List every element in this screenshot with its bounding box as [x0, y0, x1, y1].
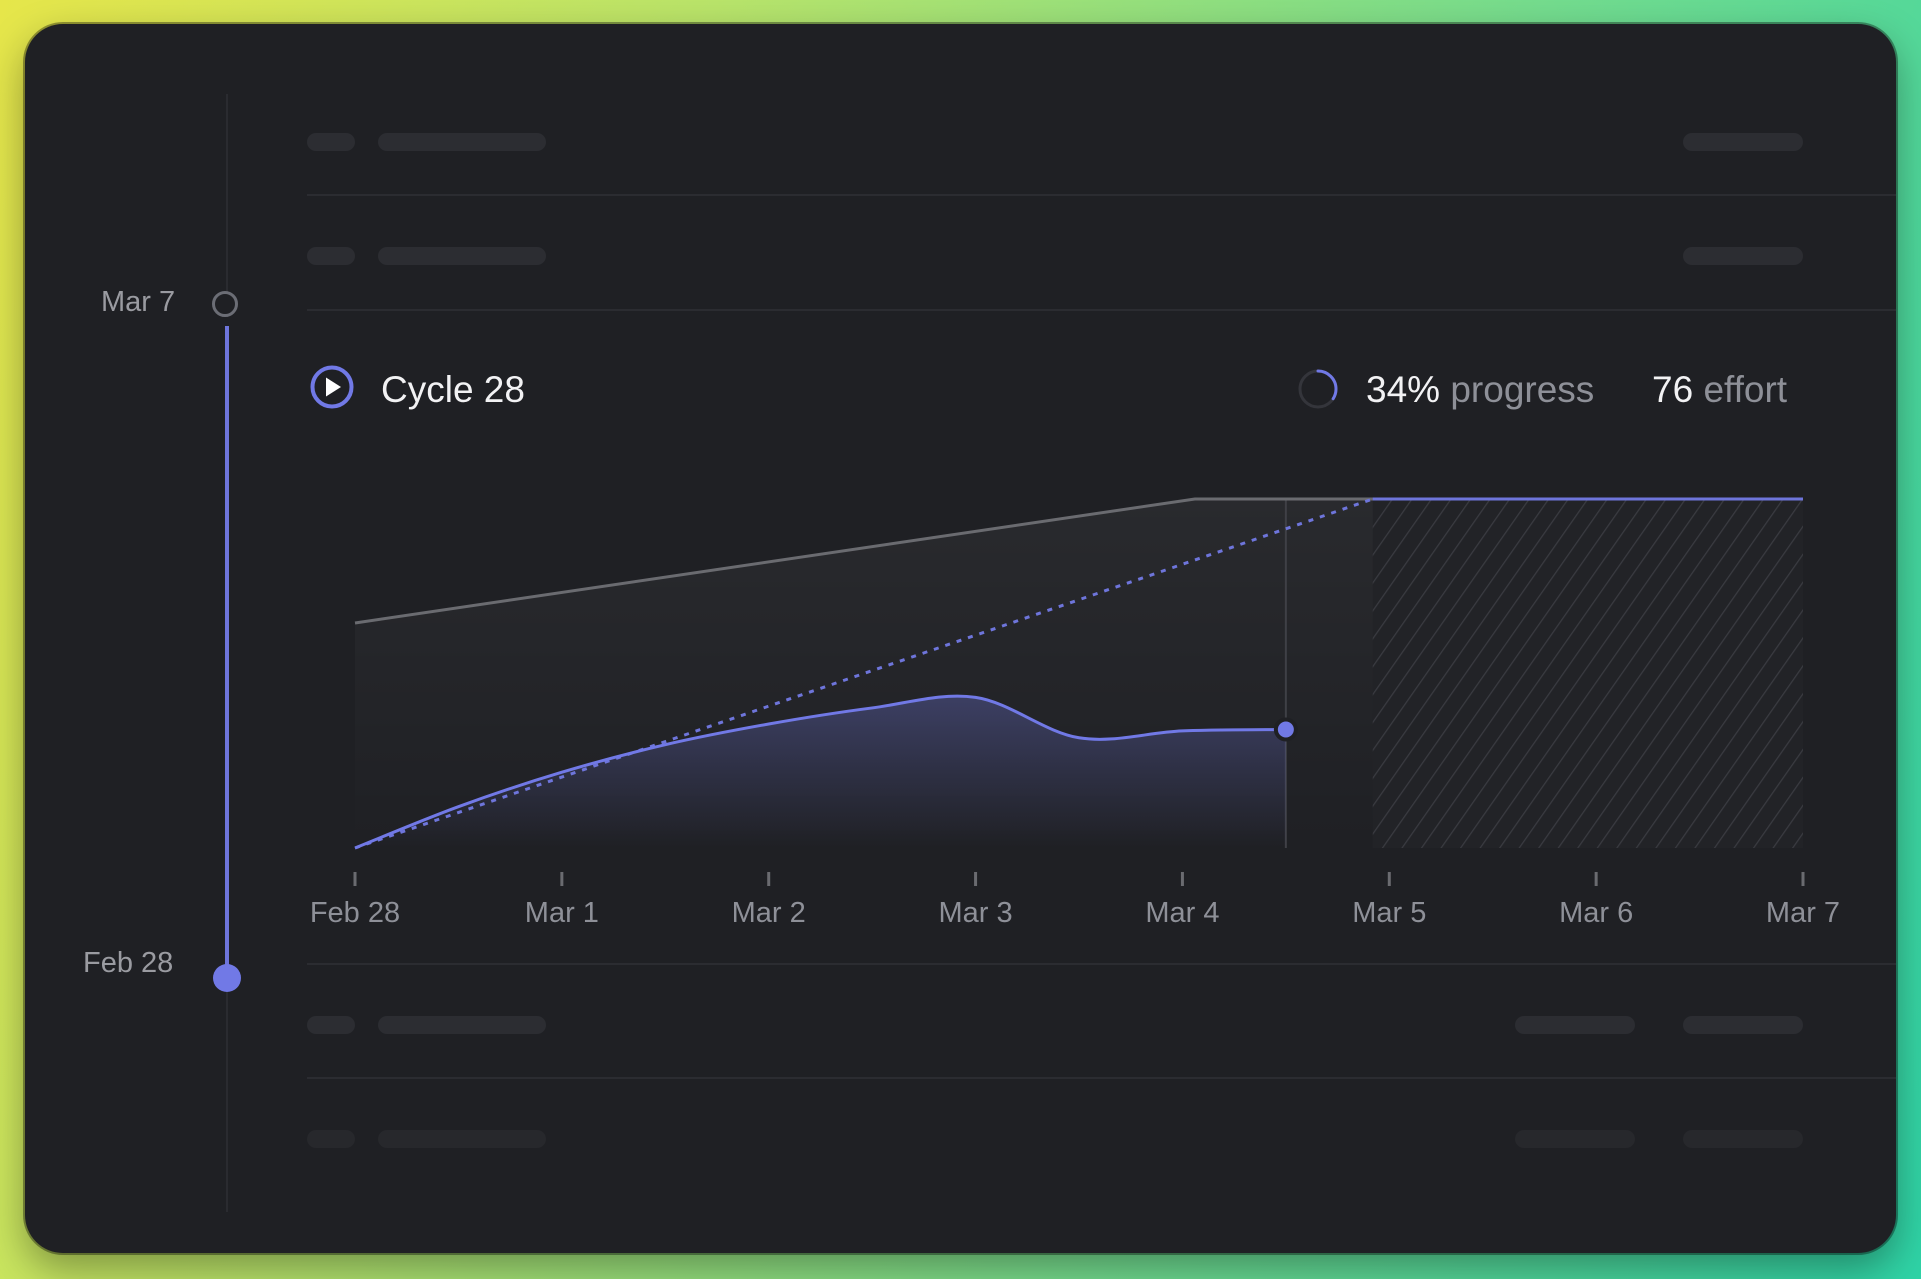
skeleton-icon — [307, 1016, 355, 1034]
skeleton-icon — [307, 133, 355, 151]
skeleton-title — [378, 1016, 546, 1034]
effort-metric: 76 effort — [1652, 369, 1787, 411]
row-divider — [307, 963, 1896, 965]
timeline-start-label: Feb 28 — [83, 947, 174, 979]
timeline-end-label: Mar 7 — [101, 286, 176, 318]
skeleton-title — [378, 1130, 546, 1148]
skeleton-meta — [1683, 1016, 1803, 1034]
x-tick-label: Mar 4 — [1145, 897, 1219, 929]
row-divider — [307, 194, 1896, 196]
current-point-outline — [1273, 717, 1298, 742]
progress-value: 34% — [1366, 369, 1441, 410]
x-tick-label: Mar 6 — [1559, 897, 1633, 929]
effort-unit: effort — [1703, 369, 1788, 410]
cycle-card: Mar 7 Feb 28 Cycle 28 34% progress 76 ef… — [25, 24, 1896, 1253]
effort-value: 76 — [1652, 369, 1694, 410]
skeleton-title — [378, 133, 546, 151]
timeline-start-node[interactable] — [213, 964, 241, 992]
timeline-end-node[interactable] — [212, 291, 238, 317]
skeleton-meta — [1683, 1130, 1803, 1148]
x-tick-label: Feb 28 — [310, 897, 400, 929]
completed-area — [355, 696, 1286, 848]
burnup-chart: Feb 28 Mar 1 Mar 2 Mar 3 Mar 4 Mar 5 Mar 6 Mar … — [310, 497, 1840, 929]
cycle-title[interactable]: Cycle 28 — [381, 369, 525, 410]
completed-line — [354, 694, 1286, 850]
skeleton-icon — [307, 247, 355, 265]
progress-metric: 34% progress — [1366, 369, 1594, 411]
skeleton-meta — [1683, 133, 1803, 151]
progress-unit: progress — [1450, 369, 1595, 410]
x-tick-label: Mar 2 — [732, 897, 806, 929]
x-tick-label: Mar 7 — [1766, 897, 1840, 929]
timeline-track-bottom — [226, 992, 228, 1212]
future-region — [1372, 499, 1803, 848]
skeleton-icon — [307, 1130, 355, 1148]
skeleton-meta — [1683, 247, 1803, 265]
row-divider — [307, 1077, 1896, 1079]
play-circle-icon[interactable] — [309, 364, 355, 410]
timeline-active-segment — [225, 326, 229, 988]
timeline-track-top — [226, 94, 228, 294]
skeleton-meta — [1515, 1130, 1635, 1148]
x-tick-label: Mar 5 — [1352, 897, 1426, 929]
scope-line — [354, 497, 1803, 625]
target-line — [354, 497, 1374, 850]
x-tick-label: Mar 3 — [939, 897, 1013, 929]
skeleton-title — [378, 247, 546, 265]
row-divider — [307, 309, 1896, 311]
progress-ring-icon — [1298, 369, 1338, 409]
x-tick-label: Mar 1 — [525, 897, 599, 929]
current-point — [1277, 721, 1294, 738]
skeleton-meta — [1515, 1016, 1635, 1034]
scope-area — [355, 499, 1803, 848]
